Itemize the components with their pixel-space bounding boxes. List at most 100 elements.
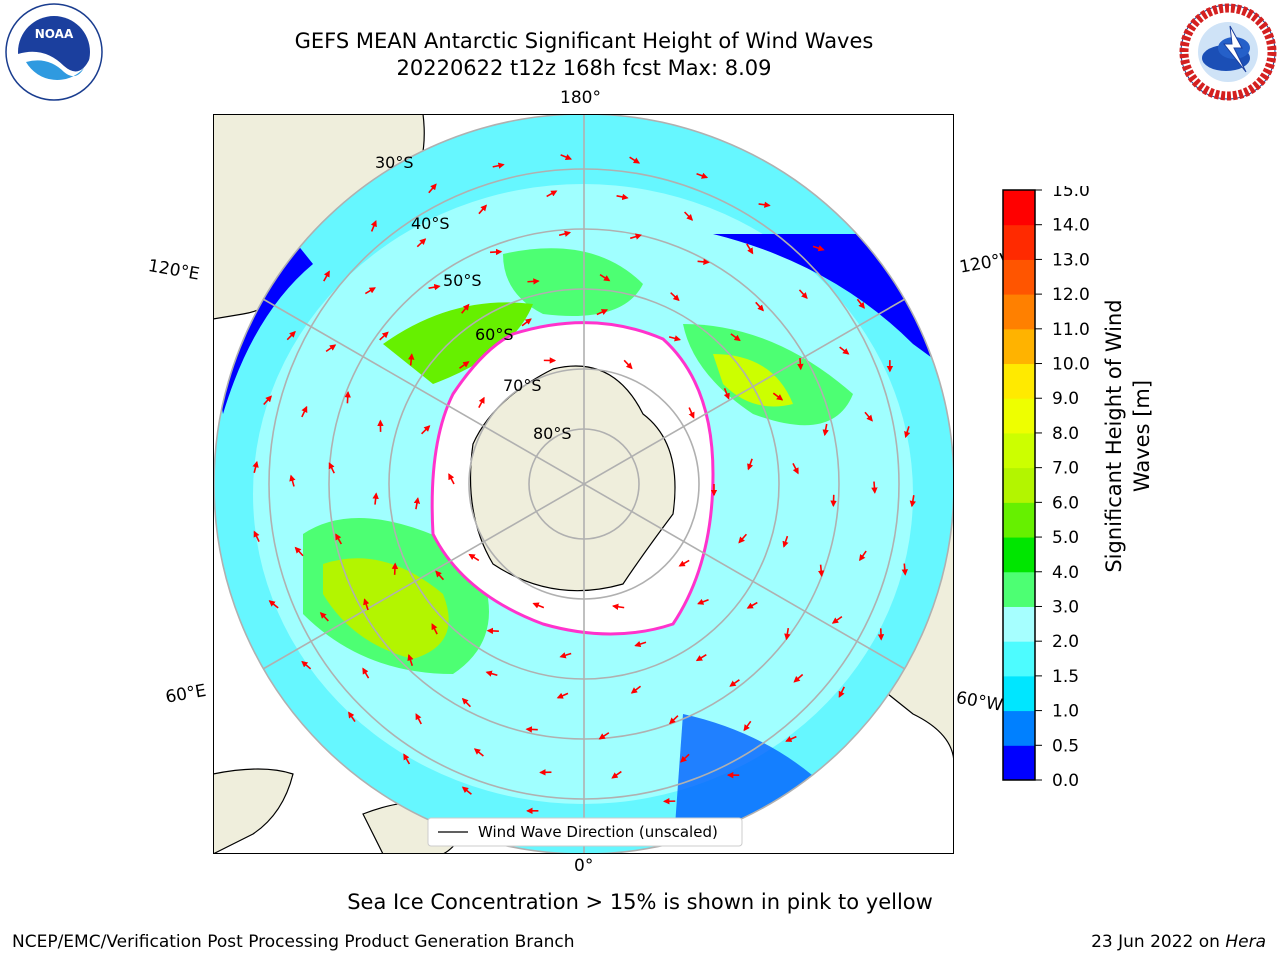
colorbar-tick-label: 0.0 (1052, 771, 1079, 786)
colorbar-tick-label: 0.5 (1052, 736, 1079, 756)
wind-wave-arrow (629, 156, 641, 164)
lat-label-30s: 30°S (375, 153, 414, 172)
colorbar-tick-label: 10.0 (1052, 355, 1090, 375)
colorbar-tick-label: 1.5 (1052, 667, 1079, 687)
wind-wave-arrow (403, 753, 411, 765)
wind-wave-arrow (527, 278, 540, 285)
wind-wave-arrow (797, 357, 804, 371)
colorbar-band (1003, 641, 1035, 677)
lon-label-180: 180° (560, 88, 601, 108)
lon-label-60e: 60°E (164, 680, 208, 708)
wind-wave-arrow (546, 190, 558, 198)
wind-wave-arrow (268, 600, 279, 609)
wind-wave-arrow (364, 287, 376, 295)
lat-label-70s: 70°S (503, 376, 542, 395)
wind-wave-arrow (370, 220, 377, 232)
wind-wave-arrow (478, 204, 488, 215)
wind-wave-arrow (415, 713, 422, 725)
wind-wave-arrow (372, 492, 379, 505)
colorbar-band (1003, 467, 1035, 503)
wind-wave-arrow (294, 546, 304, 557)
colorbar-band (1003, 606, 1035, 642)
wind-wave-arrow (435, 570, 445, 581)
wind-wave-arrow (525, 726, 538, 733)
wind-wave-arrow (697, 598, 709, 605)
lat-labels: 30°S 40°S 50°S 60°S 70°S 80°S (375, 153, 572, 443)
wind-wave-arrow (599, 273, 611, 282)
colorbar-band (1003, 537, 1035, 573)
wind-wave-arrow (556, 692, 569, 699)
wind-wave-arrow (252, 460, 259, 474)
colorbar-band (1003, 675, 1035, 712)
wind-wave-arrow (871, 481, 878, 494)
wind-wave-arrow (856, 298, 865, 309)
wind-wave-arrow (792, 463, 799, 475)
wind-wave-arrow (335, 533, 343, 545)
colorbar-band (1003, 745, 1035, 781)
colorbar-band (1003, 571, 1035, 607)
colorbar-band (1003, 432, 1035, 469)
wind-wave-arrow (560, 154, 573, 161)
lat-label-40s: 40°S (411, 214, 450, 233)
nws-logo (1179, 3, 1277, 101)
wind-wave-arrow (668, 335, 681, 342)
wind-wave-arrow (634, 640, 647, 648)
africa-land (213, 768, 294, 854)
colorbar-tick-label: 13.0 (1052, 250, 1090, 270)
colorbar-tick-label: 4.0 (1052, 563, 1079, 583)
colorbar-band (1003, 398, 1035, 434)
wind-wave-arrow (478, 396, 485, 408)
wind-wave-arrow (859, 550, 867, 562)
footer-date: 23 Jun 2022 on Hera (1091, 932, 1266, 952)
wind-wave-arrow (864, 411, 873, 422)
wind-wave-arrow (798, 289, 808, 299)
wind-arrows (252, 154, 916, 815)
wind-wave-arrow (669, 715, 679, 725)
wind-wave-arrow (738, 533, 748, 544)
map-legend: Wind Wave Direction (unscaled) (427, 817, 743, 847)
colorbar-tick-label: 6.0 (1052, 493, 1079, 513)
colorbar: 0.0 0.5 1.0 1.5 2.0 3.0 4.0 5.0 6.0 7.0 8.0 9.0 10.0… (1002, 186, 1090, 786)
wind-wave-arrow (408, 353, 415, 366)
colorbar-tick-label: 3.0 (1052, 597, 1079, 617)
wind-wave-arrow (328, 462, 335, 474)
wind-wave-arrow (379, 331, 389, 341)
lat-label-80s: 80°S (533, 424, 572, 443)
colorbar-tick-label: 14.0 (1052, 216, 1090, 236)
wind-wave-arrow (459, 361, 470, 369)
wind-wave-arrow (784, 627, 791, 641)
colorbar-tick-label: 12.0 (1052, 285, 1090, 305)
wind-wave-arrow (831, 615, 843, 624)
wind-wave-arrow (421, 425, 431, 435)
wind-wave-arrow (901, 563, 908, 576)
polar-map: 30°S 40°S 50°S 60°S 70°S 80°S Wind Wave … (213, 114, 954, 854)
chart-title-line2: 20220622 t12z 168h fcst Max: 8.09 (396, 56, 772, 80)
wind-wave-arrow (630, 685, 642, 694)
wind-wave-arrow (696, 172, 709, 179)
lon-label-0: 0° (574, 856, 594, 876)
wind-wave-arrow (490, 248, 503, 256)
wind-wave-arrow (839, 346, 850, 355)
colorbar-band (1003, 502, 1035, 538)
wind-wave-arrow (723, 388, 730, 400)
colorbar-label: Significant Height of Wind Waves [m] (1100, 236, 1156, 636)
colorbar-tick-label: 7.0 (1052, 459, 1079, 479)
colorbar-tick-label: 11.0 (1052, 320, 1090, 340)
wind-wave-arrow (413, 497, 421, 510)
wind-wave-arrow (407, 654, 414, 666)
wind-wave-arrow (461, 786, 472, 795)
colorbar-band (1003, 190, 1035, 226)
wind-wave-arrow (611, 770, 622, 779)
wind-wave-arrow (747, 458, 754, 471)
wind-wave-arrow (678, 559, 690, 567)
colorbar-tick-label: 2.0 (1052, 632, 1079, 652)
wind-wave-arrow (680, 753, 690, 763)
wind-wave-arrow (616, 193, 629, 201)
wind-wave-arrow (492, 162, 505, 169)
wind-wave-arrow (623, 359, 633, 370)
wind-wave-arrow (461, 697, 471, 708)
wind-wave-arrow (344, 391, 351, 404)
legend-label: Wind Wave Direction (unscaled) (478, 823, 718, 841)
noaa-logo-text: NOAA (35, 27, 74, 41)
colorbar-tick-label: 15.0 (1052, 186, 1090, 201)
